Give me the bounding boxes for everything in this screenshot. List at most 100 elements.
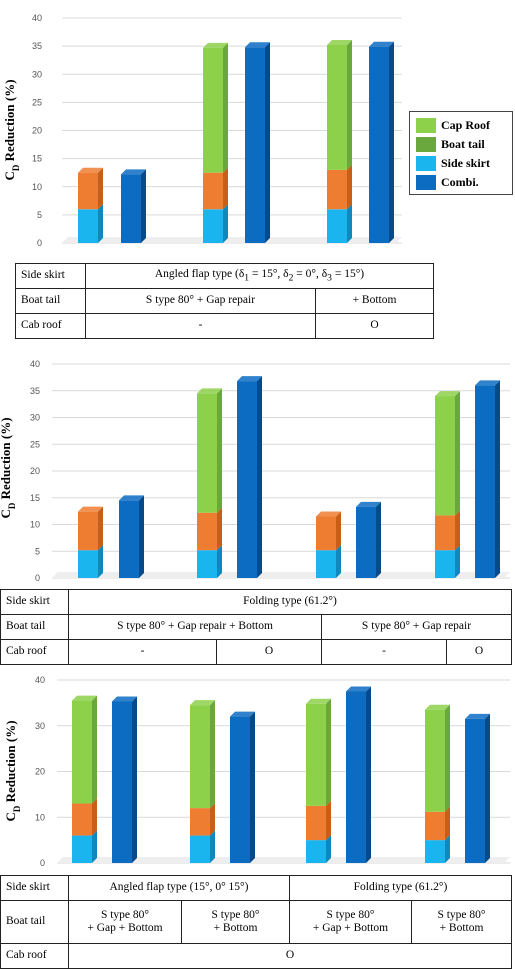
table-row: Cab roof - O - O [0,639,512,665]
side-skirt-bar [327,204,352,243]
cell-line: + Bottom [439,922,484,934]
boat-tail-cell: S type 80° + Bottom [411,900,512,944]
combi-bar-side [250,711,255,863]
boat-tail-bar-front [327,169,347,210]
boat-tail-cell: S type 80° + Gap + Bottom [289,900,412,944]
side-skirt-cell: Folding type (61.2°) [68,589,512,615]
row-header-side-skirt: Side skirt [0,875,69,901]
y-tick-label: 5 [35,546,40,556]
side-skirt-bar [78,545,103,578]
boat-tail-bar-side [445,806,450,841]
y-tick-label: 40 [32,13,42,23]
legend-swatch [416,175,436,190]
boat-tail-bar [72,798,97,836]
side-skirt-bar-front [78,550,98,578]
side-skirt-bar-side [326,835,331,863]
cell-line: S type 80° [211,908,260,921]
combi-bar-front [230,716,250,863]
side-skirt-bar-side [217,545,222,578]
combi-bar [121,169,146,243]
y-tick-label: 20 [35,767,45,777]
side-skirt-bar-front [425,840,445,863]
chart-floor [57,857,510,863]
legend-swatch [416,118,436,133]
cap-roof-bar-front [72,700,92,804]
cab-roof-cell: - [321,639,447,665]
boat-tail-bar-side [98,167,103,210]
cab-roof-cell: O [216,639,322,665]
combi-bar-front [465,718,485,863]
stacked-bar-top [316,511,341,517]
row-header-side-skirt: Side skirt [0,589,69,615]
combi-bar-front [346,691,366,863]
legend-item-combi: Combi. [416,173,508,192]
legend-label: Combi. [441,175,479,189]
side-skirt-bar-side [210,830,215,863]
cap-roof-bar [72,695,97,804]
combi-bar-side [495,380,500,578]
combi-bar [475,380,500,578]
combi-bar-front [121,174,141,243]
y-tick-label: 30 [32,69,42,79]
combi-bar-front [245,47,265,243]
side-skirt-bar-front [203,209,223,243]
combi-bar-side [141,169,146,243]
y-tick-label: 35 [32,41,42,51]
combi-bar-front [112,701,132,863]
side-skirt-bar [197,545,222,578]
legend-label: Boat tail [441,137,485,151]
table-row: Side skirt Folding type (61.2°) [0,589,512,615]
chart-3: 0 10 20 30 40 CD Reduction (%) [3,675,510,868]
stacked-bar-top [306,698,331,704]
combi-bar-top [121,169,146,175]
y-tick-label: 30 [35,721,45,731]
side-skirt-bar-side [98,204,103,243]
boat-tail-bar-side [455,510,460,551]
side-skirt-bar-front [197,550,217,578]
side-skirt-bar [425,835,450,863]
boat-tail-bar [327,164,352,210]
cap-roof-bar-side [347,40,352,170]
cab-roof-cell: O [446,639,512,665]
cap-roof-bar-side [223,42,228,173]
boat-tail-cell: S type 80° + Gap repair [321,614,512,640]
side-skirt-cell: Folding type (61.2°) [289,875,512,901]
boat-tail-cell: S type 80° + Gap + Bottom [68,900,182,944]
y-tick-label: 25 [32,97,42,107]
boat-tail-bar-front [425,811,445,841]
cap-roof-bar-front [190,705,210,809]
boat-tail-bar [78,167,103,210]
combi-bar-side [485,713,490,863]
cap-roof-bar [203,42,228,173]
combi-bar [237,376,262,578]
cell-line: + Bottom [213,922,258,934]
boat-tail-bar-front [78,172,98,210]
boat-tail-bar [425,806,450,841]
boat-tail-bar-side [326,800,331,841]
combi-bar [245,42,270,243]
row-header-boat-tail: Boat tail [0,900,69,944]
legend-swatch [416,156,436,171]
boat-tail-bar [190,803,215,836]
side-skirt-bar-front [190,835,210,863]
cap-roof-bar-front [197,393,217,513]
y-tick-label: 30 [30,413,40,423]
cap-roof-bar-side [217,388,222,513]
combi-bar-top [356,501,381,507]
cap-roof-bar [306,698,331,806]
cap-roof-bar [327,40,352,170]
boat-tail-cell: + Bottom [315,288,434,314]
table-row: Side skirt Angled flap type (δ1 = 15°, δ… [15,263,434,289]
side-skirt-bar-front [435,550,455,578]
table-row: Boat tail S type 80° + Gap repair + Bott… [0,614,512,640]
y-tick-label: 20 [32,126,42,136]
side-skirt-bar-front [327,209,347,243]
combi-bar-top [369,41,394,47]
stacked-bar-top [78,506,103,512]
y-tick-label: 10 [35,812,45,822]
combi-bar-side [139,495,144,578]
boat-tail-bar [316,511,341,551]
combi-bar-front [369,46,389,243]
side-skirt-bar-side [92,830,97,863]
side-skirt-bar-side [336,545,341,578]
